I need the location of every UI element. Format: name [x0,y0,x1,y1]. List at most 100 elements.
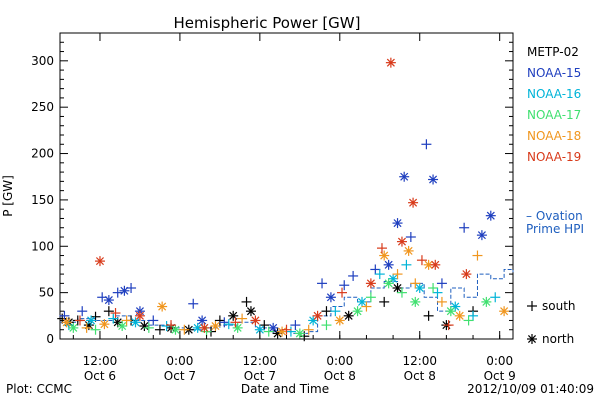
data-point [461,269,472,280]
data-point [499,306,510,317]
data-point [245,306,256,317]
x-tick-label-date: Oct 7 [244,369,276,383]
data-point [430,259,441,270]
x-tick-label-date: Oct 8 [324,369,356,383]
data-point [370,264,381,275]
data-point [403,245,414,256]
data-point [166,320,177,331]
data-point [228,310,239,321]
legend-entry: NOAA-19 [527,150,581,164]
data-point [405,232,416,242]
data-point [472,250,483,261]
data-point [401,259,412,270]
data-point [399,171,410,182]
series-noaa-19 [74,57,472,335]
data-point [86,315,97,326]
data-point [241,296,252,307]
data-point [74,315,85,326]
data-point [357,296,367,307]
data-point [179,324,190,335]
data-point [334,315,345,326]
data-point [139,321,150,332]
data-point [376,243,387,254]
data-point [410,296,421,307]
data-point [383,259,394,270]
data-point [423,259,434,270]
y-tick-label: 250 [31,100,54,114]
legend-entry: NOAA-18 [527,129,581,143]
data-point [408,197,419,208]
data-point [392,218,403,229]
data-point [148,315,159,326]
data-point [157,301,168,312]
data-point [237,313,248,324]
data-point [61,317,72,328]
y-tick-label: 200 [31,147,54,161]
x-axis-label: Date and Time [241,382,329,396]
data-point [312,310,323,321]
data-points-layer [57,57,510,342]
data-point [294,328,305,339]
plot-area [59,32,514,340]
data-point [485,210,496,221]
legend-entry: METP-02 [527,45,579,59]
x-tick-label-time: 12:00 [83,354,118,368]
data-point [392,283,403,293]
y-tick-label: 100 [31,239,54,253]
marker-legend-symbol [527,301,537,311]
legend-entry: NOAA-17 [527,108,581,122]
data-point [232,322,243,333]
x-tick-label-time: 12:00 [243,354,278,368]
data-point [396,236,407,247]
data-point [317,278,328,289]
ovation-legend-line1: – Ovation [526,209,583,223]
plot-timestamp: 2012/10/09 01:40:09 [467,382,594,396]
data-point [445,306,456,317]
plot-credit: Plot: CCMC [6,382,72,396]
marker-legend-symbol [527,334,537,344]
data-point [277,326,288,337]
marker-legend-label: south [542,299,576,313]
data-point [303,324,314,335]
data-point [108,313,119,324]
data-point [99,319,110,330]
data-point [281,324,292,335]
data-point [321,320,332,331]
data-point [454,310,465,321]
data-point [219,317,230,328]
data-point [476,230,487,241]
marker-legend-label: north [542,332,574,346]
data-point [199,322,210,333]
y-axis: 0 50 100 150 200 250 300 [31,41,513,346]
data-point [337,287,348,298]
legend-entry: NOAA-16 [527,87,581,101]
data-point [436,296,447,307]
data-point [383,278,394,289]
x-tick-label-time: 0:00 [486,354,513,368]
data-point [250,315,261,326]
data-point [481,296,492,307]
data-point [285,326,296,337]
data-point [459,222,470,233]
x-tick-label-time: 0:00 [166,354,193,368]
data-point [436,278,447,289]
data-point [379,250,390,261]
data-point [130,317,141,328]
data-point [110,308,121,319]
series-metp-02 [57,283,479,342]
ovation-legend-line2: Prime HPI [526,222,584,236]
y-axis-label: P [GW] [1,175,15,217]
data-point [348,270,359,281]
data-point [126,283,137,293]
data-point [365,292,376,303]
data-point [259,320,270,331]
data-point [188,298,199,309]
data-point [330,306,341,317]
data-point [143,322,154,333]
data-point [490,292,501,303]
data-point [410,278,421,289]
series-noaa-17 [68,278,492,339]
data-point [432,287,443,298]
